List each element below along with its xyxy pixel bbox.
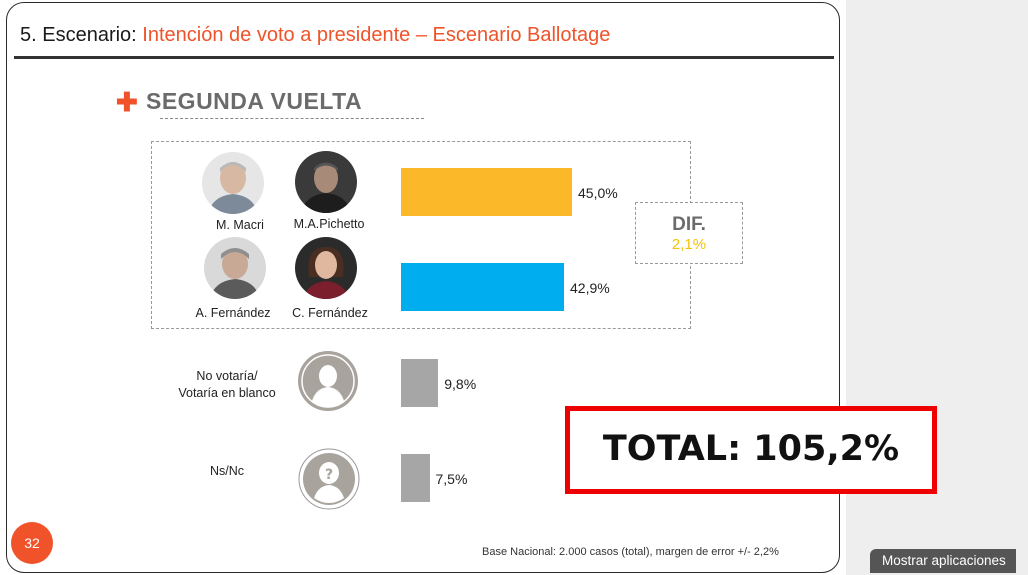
total-callout: TOTAL: 105,2% bbox=[565, 406, 937, 494]
bar-no-votaria bbox=[401, 359, 439, 407]
show-apps-button[interactable]: Mostrar aplicaciones bbox=[870, 549, 1016, 573]
candidate-name-a-fernandez: A. Fernández bbox=[195, 306, 271, 320]
a-fernandez-photo bbox=[204, 237, 266, 299]
category-label-no-votaria-line1: No votaría/ bbox=[196, 369, 258, 383]
plus-icon: ✚ bbox=[116, 86, 138, 117]
category-label-nsnc: Ns/Nc bbox=[209, 464, 245, 478]
page-number: 32 bbox=[11, 522, 53, 564]
bar-value-label-nsnc: 7,5% bbox=[435, 471, 468, 487]
svg-text:?: ? bbox=[325, 467, 333, 483]
candidate-name-pichetto: M.A.Pichetto bbox=[293, 217, 365, 231]
title-divider bbox=[14, 56, 834, 59]
c-fernandez-photo bbox=[295, 237, 357, 299]
category-label-no-votaria: No votaría/ Votaría en blanco bbox=[178, 368, 275, 402]
candidate-name-c-fernandez: C. Fernández bbox=[292, 306, 368, 320]
bar-value-label-fernandez: 42,9% bbox=[570, 280, 610, 296]
title-subtitle: Intención de voto a presidente – Escenar… bbox=[142, 24, 611, 46]
bar-macri bbox=[401, 168, 572, 216]
difference-value: 2,1% bbox=[671, 236, 707, 253]
difference-title: DIF. bbox=[672, 214, 706, 235]
question-person-icon: ? bbox=[298, 448, 360, 510]
category-label-no-votaria-line2: Votaría en blanco bbox=[178, 386, 276, 400]
bar-nsnc bbox=[401, 454, 430, 502]
bar-value-label-macri: 45,0% bbox=[578, 185, 618, 201]
total-text: TOTAL: 105,2% bbox=[602, 429, 900, 469]
pichetto-photo bbox=[295, 151, 357, 213]
section-divider bbox=[160, 118, 424, 119]
macri-photo bbox=[202, 152, 264, 214]
slide-title: 5. Escenario: Intención de voto a presid… bbox=[20, 24, 610, 47]
difference-box: DIF. 2,1% bbox=[635, 202, 743, 264]
section-header: ✚ SEGUNDA VUELTA bbox=[116, 88, 362, 115]
person-silhouette-icon bbox=[298, 351, 358, 411]
title-number: 5. Escenario: bbox=[20, 24, 137, 46]
candidate-name-macri: M. Macri bbox=[216, 218, 264, 232]
bar-fernandez bbox=[401, 263, 565, 311]
bar-value-label-no-votaria: 9,8% bbox=[444, 376, 477, 392]
footer-note: Base Nacional: 2.000 casos (total), marg… bbox=[482, 546, 779, 558]
section-label: SEGUNDA VUELTA bbox=[146, 88, 363, 114]
